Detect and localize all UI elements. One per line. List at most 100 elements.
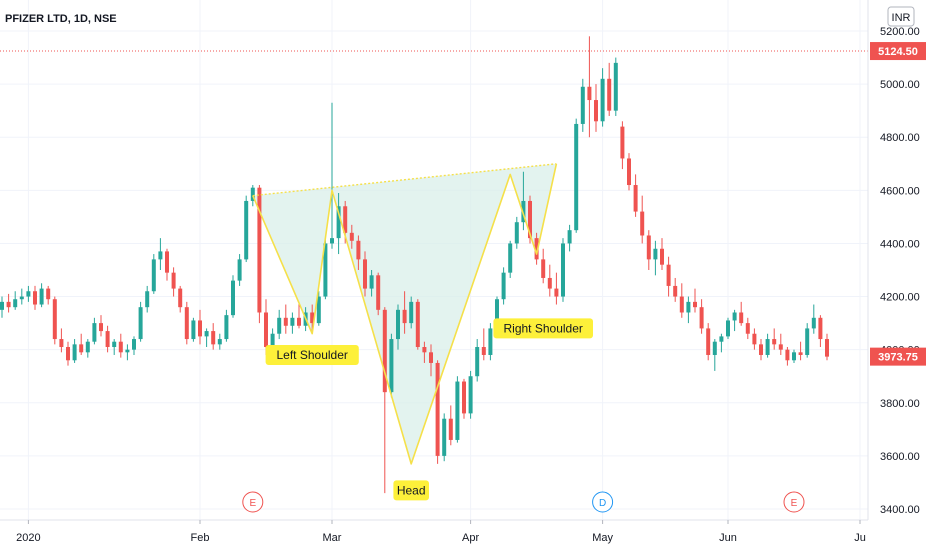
candle-body — [785, 349, 790, 361]
candle-body — [244, 200, 249, 260]
candle — [158, 238, 163, 270]
price-tag: 5124.50 — [870, 42, 926, 61]
candle-body — [541, 259, 546, 278]
candle-body — [105, 331, 110, 348]
candle — [798, 341, 803, 361]
candle — [561, 238, 565, 302]
candle-body — [488, 328, 493, 355]
event-marker: E — [783, 491, 805, 513]
candle — [488, 323, 493, 361]
candle-body — [376, 275, 381, 310]
candle-body — [297, 317, 301, 326]
candle-body — [198, 320, 202, 337]
candle — [290, 312, 295, 334]
candle — [693, 288, 697, 313]
candle — [594, 84, 598, 132]
candle — [409, 296, 414, 329]
candle — [752, 328, 757, 350]
candle-body — [85, 341, 90, 353]
candle-body — [580, 86, 585, 124]
price-tag-label: 5124.50 — [878, 46, 918, 58]
candle — [204, 328, 209, 348]
candle — [125, 344, 130, 361]
candle — [0, 296, 4, 318]
candle — [19, 288, 24, 305]
candle-body — [356, 240, 361, 260]
candle — [336, 192, 341, 255]
candle-body — [818, 317, 823, 340]
candle-body — [495, 299, 499, 329]
candle — [112, 339, 117, 355]
candle-body — [191, 320, 196, 340]
candle-body — [607, 78, 612, 111]
x-tick-label: Jun — [719, 532, 737, 544]
candle-body — [534, 238, 539, 260]
candle — [607, 62, 612, 116]
candle — [132, 336, 136, 355]
candle — [481, 328, 486, 361]
x-tick-label: Ju — [854, 532, 866, 544]
currency-badge-box — [887, 6, 915, 27]
price-tag-box — [870, 347, 926, 366]
candle-body — [46, 288, 51, 300]
candle-body — [26, 291, 31, 297]
x-tick-label: Feb — [191, 532, 210, 544]
candle-body — [640, 211, 645, 236]
pattern-label: Left Shoulder — [265, 344, 359, 365]
candle-body — [369, 275, 374, 289]
candle — [547, 264, 552, 297]
candle-body — [290, 317, 295, 326]
candle — [382, 307, 387, 494]
candle — [660, 238, 664, 270]
candle — [85, 339, 90, 358]
candle-body — [805, 328, 810, 355]
candle — [389, 333, 394, 398]
candle-body — [600, 78, 605, 122]
candle-body — [132, 339, 136, 350]
candle-body — [825, 339, 829, 357]
y-tick-label: 4200.00 — [880, 292, 920, 304]
candle — [72, 339, 77, 363]
candle-body — [792, 352, 796, 361]
candle-body — [343, 206, 348, 233]
candle-body — [310, 312, 315, 324]
candle — [13, 291, 18, 310]
price-tag: 3973.75 — [870, 347, 926, 366]
candle — [567, 224, 572, 252]
candle-body — [620, 126, 625, 159]
candle-body — [739, 312, 744, 324]
candle — [231, 275, 235, 318]
candle-body — [59, 339, 64, 348]
candle-body — [224, 315, 229, 340]
candle-body — [594, 100, 598, 122]
candle-body — [151, 259, 156, 292]
x-tick-label: May — [592, 532, 613, 544]
candle-body — [422, 347, 427, 353]
candle-body — [699, 307, 704, 329]
candle-body — [521, 200, 526, 223]
candle-body — [66, 347, 70, 361]
candle — [151, 254, 156, 294]
candle — [402, 291, 407, 334]
candle-body — [666, 264, 671, 286]
candle-body — [323, 243, 328, 297]
candle — [323, 238, 328, 300]
x-tick-label: Mar — [323, 532, 342, 544]
candle — [646, 230, 651, 270]
candle — [712, 339, 717, 371]
candle — [620, 121, 625, 170]
annotations: Left Shoulder Head Right Shoulder — [265, 318, 593, 501]
candle — [726, 317, 730, 340]
y-tick-label: 5000.00 — [880, 79, 920, 91]
candle — [455, 376, 460, 443]
neckline — [252, 163, 557, 197]
candle-body — [72, 344, 77, 361]
candle — [283, 304, 288, 334]
candle-body — [475, 347, 480, 377]
candle-body — [448, 418, 453, 440]
candle-body — [673, 285, 678, 297]
currency-badge[interactable]: INR — [887, 6, 915, 27]
candle — [105, 325, 110, 353]
candle — [171, 267, 176, 297]
